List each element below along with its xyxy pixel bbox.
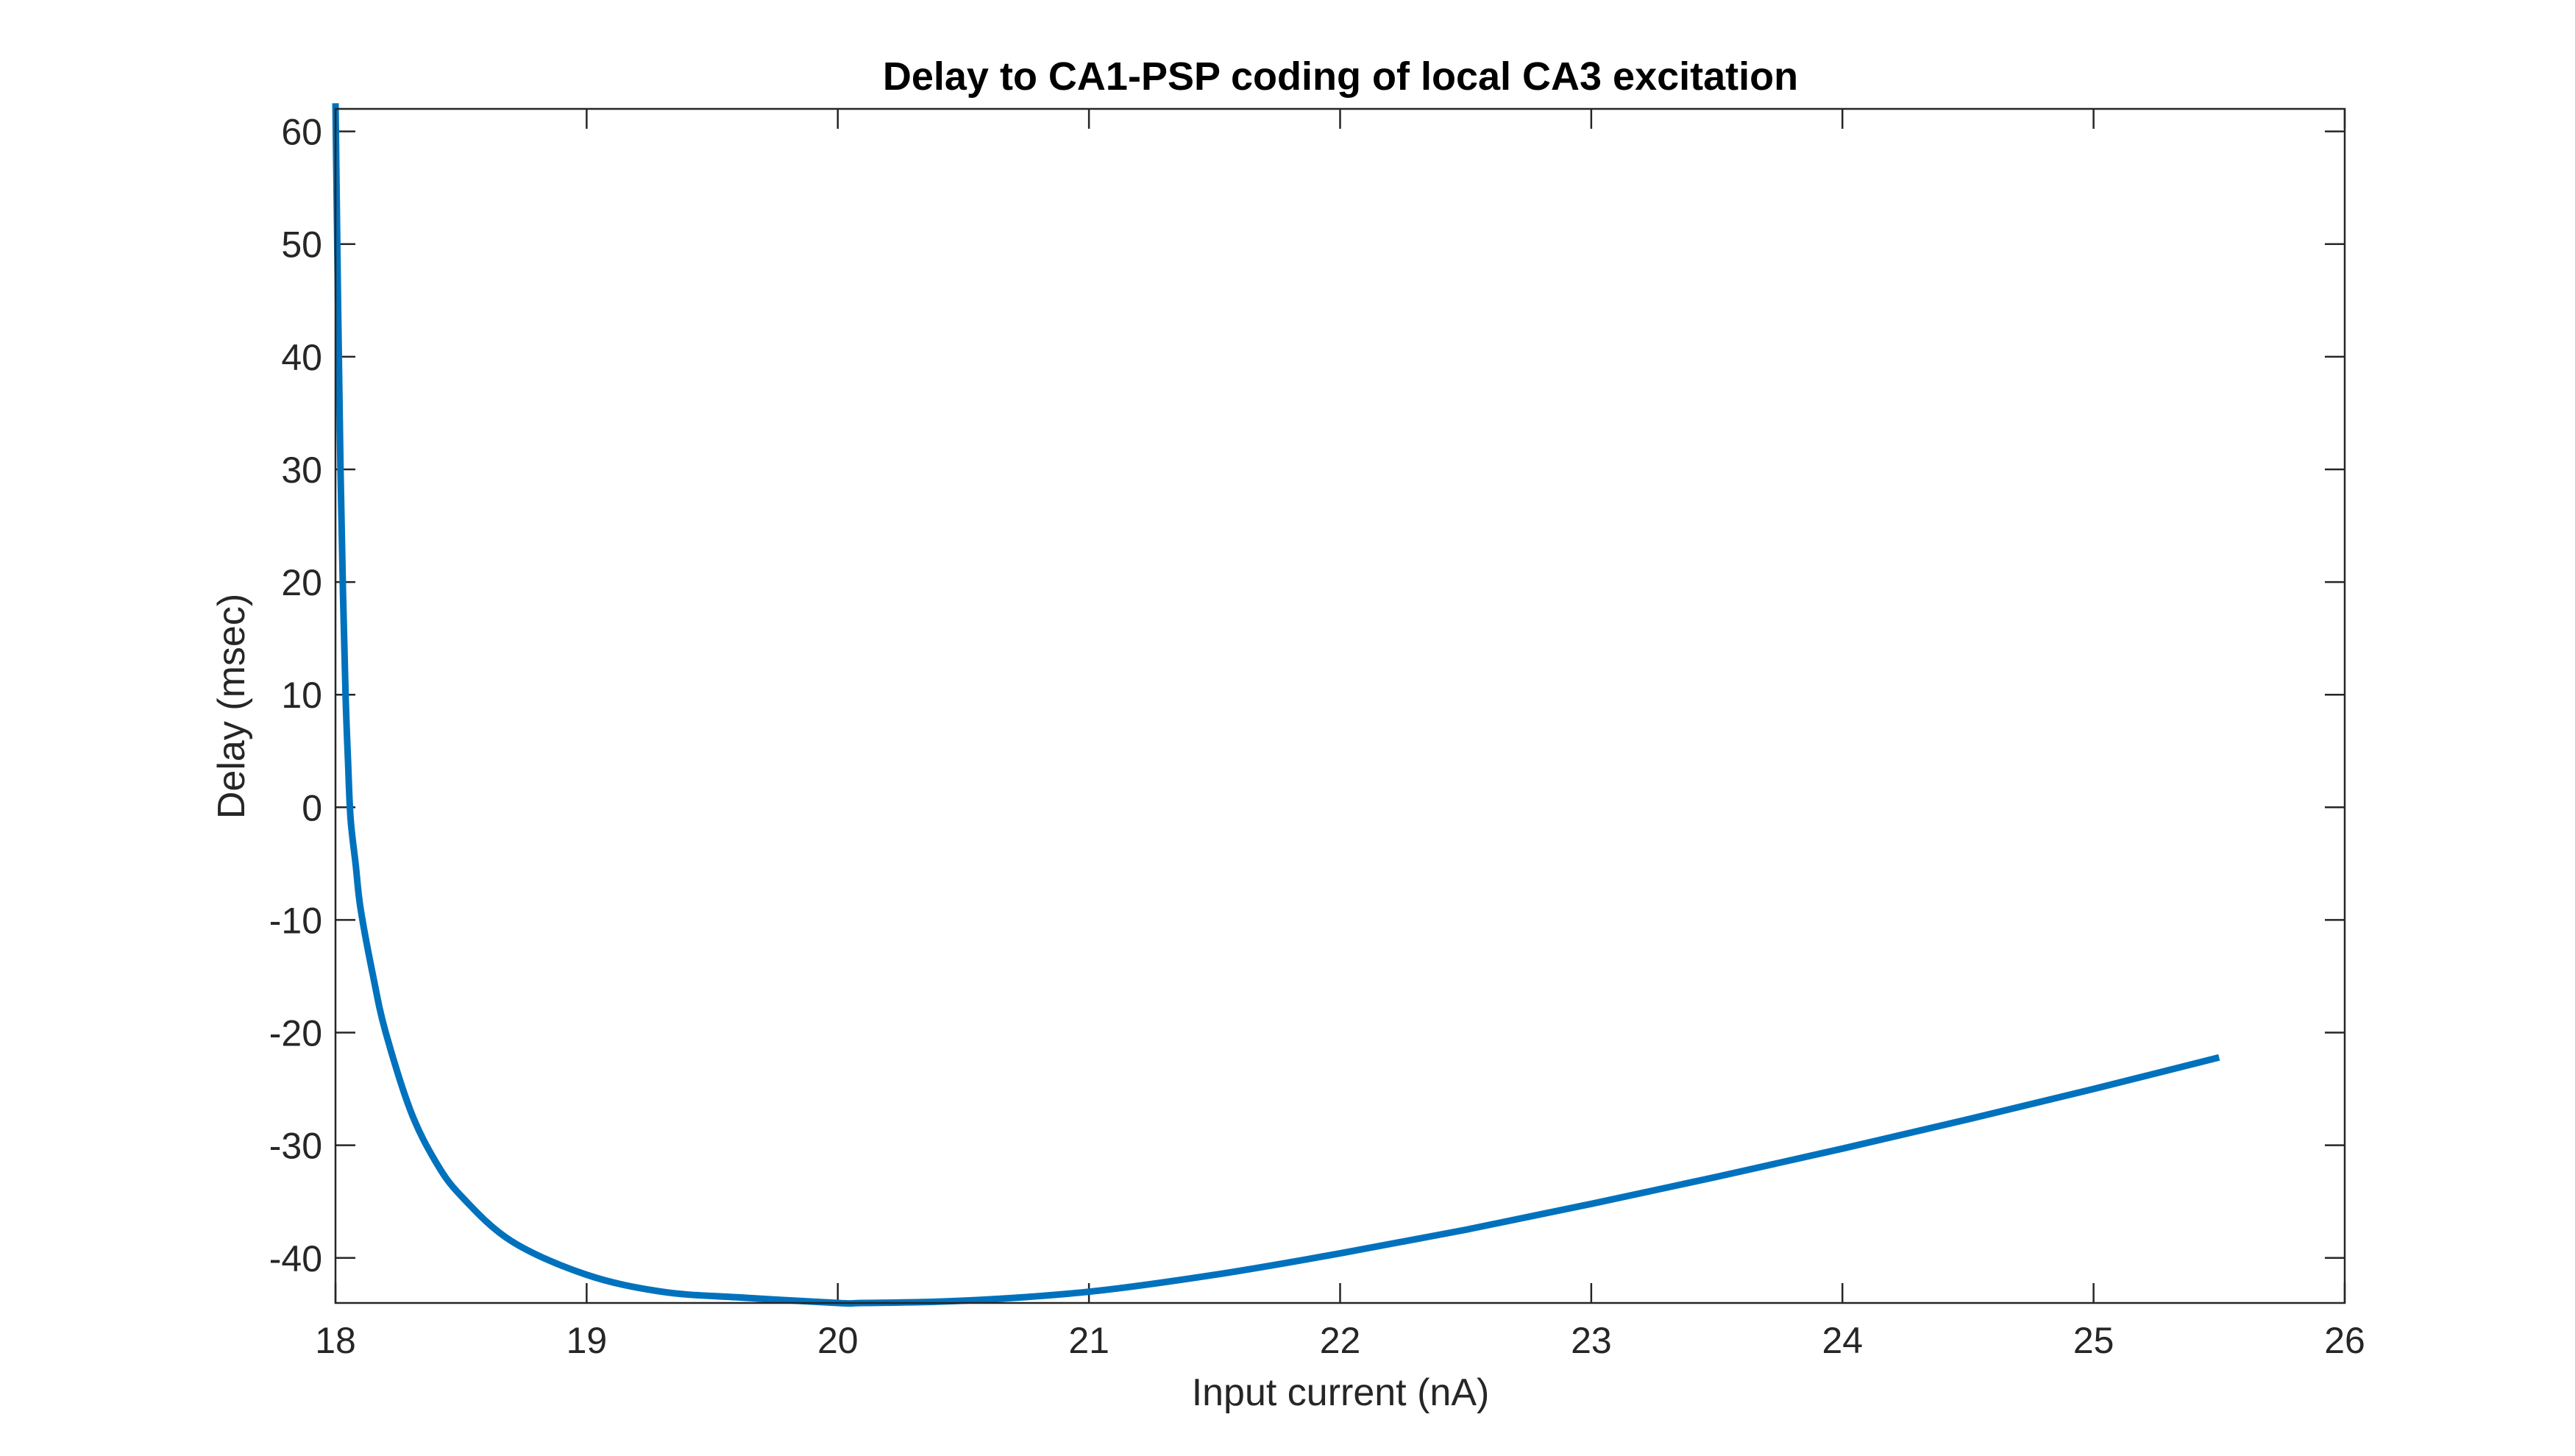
y-tick-label: 60 [281,112,322,153]
y-tick-label: -30 [269,1126,322,1167]
y-tick-label: 0 [302,787,322,828]
x-tick-label: 26 [2324,1320,2365,1361]
axis-ticks [334,109,2346,1303]
y-tick-label: -40 [269,1238,322,1279]
y-tick-label: 50 [281,224,322,266]
y-tick-label: 40 [281,337,322,378]
x-tick-label: 24 [1822,1320,1863,1361]
x-tick-label: 25 [2073,1320,2114,1361]
x-tick-label: 23 [1571,1320,1612,1361]
x-tick-label: 22 [1320,1320,1361,1361]
x-tick-label: 20 [817,1320,859,1361]
plot-box [334,107,2346,1304]
series-lines [332,103,2220,1307]
plot-area [335,109,2345,1303]
y-tick-label: 20 [281,562,322,603]
series-line-0 [332,103,2220,1307]
y-tick-label: 10 [281,675,322,716]
y-tick-label: 30 [281,450,322,491]
x-tick-label: 19 [566,1320,608,1361]
y-tick-label: -10 [269,900,322,941]
x-tick-label: 21 [1068,1320,1109,1361]
x-axis-label: Input current (nA) [1192,1371,1490,1414]
chart-title: Delay to CA1-PSP coding of local CA3 exc… [883,54,1798,99]
y-tick-label: -20 [269,1013,322,1054]
y-axis-label: Delay (msec) [210,594,253,819]
y-tick-labels: -40 -30 -20 -10 0 10 20 30 40 50 60 [269,112,322,1279]
x-tick-label: 18 [315,1320,356,1361]
x-tick-labels: 18 19 20 21 22 23 24 25 26 [315,1320,2365,1361]
